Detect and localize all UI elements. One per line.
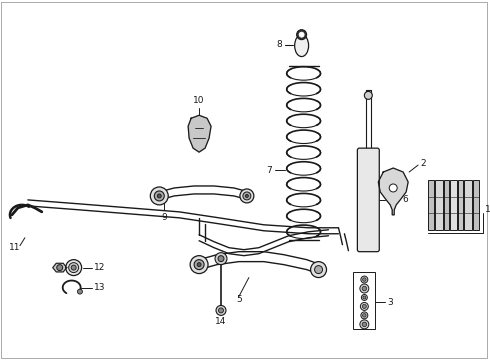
Text: 2: 2 [420, 158, 426, 167]
Circle shape [360, 302, 368, 310]
Text: 7: 7 [266, 166, 272, 175]
Circle shape [69, 263, 78, 273]
Polygon shape [378, 168, 408, 215]
Circle shape [216, 305, 226, 315]
Bar [458, 180, 463, 230]
Circle shape [361, 294, 368, 301]
Circle shape [215, 253, 227, 265]
Circle shape [190, 256, 208, 274]
FancyBboxPatch shape [357, 148, 379, 252]
Circle shape [365, 91, 372, 99]
Text: 10: 10 [194, 96, 205, 105]
Circle shape [361, 276, 368, 283]
Text: 14: 14 [215, 318, 227, 327]
Bar [353, 271, 375, 329]
Circle shape [389, 184, 397, 192]
Circle shape [245, 194, 248, 197]
Circle shape [296, 30, 307, 40]
Text: 3: 3 [387, 298, 393, 307]
Text: 12: 12 [94, 263, 105, 272]
Bar [435, 180, 443, 230]
Circle shape [363, 314, 366, 317]
Circle shape [71, 265, 76, 270]
Circle shape [363, 278, 366, 281]
Circle shape [243, 192, 251, 200]
Circle shape [219, 308, 223, 313]
Bar [473, 180, 479, 230]
Circle shape [360, 320, 369, 329]
Circle shape [362, 322, 367, 327]
Text: 5: 5 [236, 295, 242, 304]
Polygon shape [188, 115, 211, 152]
Text: 11: 11 [9, 243, 21, 252]
Polygon shape [53, 263, 67, 272]
Circle shape [240, 189, 254, 203]
Text: 13: 13 [94, 283, 105, 292]
Bar [450, 180, 457, 230]
Circle shape [361, 312, 368, 319]
Circle shape [360, 284, 369, 293]
Circle shape [57, 265, 63, 271]
Circle shape [66, 260, 82, 275]
Circle shape [311, 262, 326, 278]
Ellipse shape [294, 35, 309, 57]
Circle shape [154, 191, 164, 201]
Circle shape [218, 256, 224, 262]
Bar [464, 180, 472, 230]
Circle shape [150, 187, 168, 205]
Circle shape [315, 266, 322, 274]
Text: 1: 1 [485, 205, 490, 214]
Text: 6: 6 [402, 195, 408, 204]
Circle shape [362, 286, 367, 291]
Circle shape [363, 296, 366, 299]
Bar [428, 180, 434, 230]
Circle shape [77, 289, 82, 294]
Text: 9: 9 [161, 213, 167, 222]
Circle shape [299, 32, 304, 37]
Text: 8: 8 [276, 40, 282, 49]
Circle shape [194, 260, 204, 270]
Bar [444, 180, 449, 230]
Circle shape [157, 194, 161, 198]
Circle shape [197, 263, 201, 267]
Circle shape [362, 305, 367, 309]
